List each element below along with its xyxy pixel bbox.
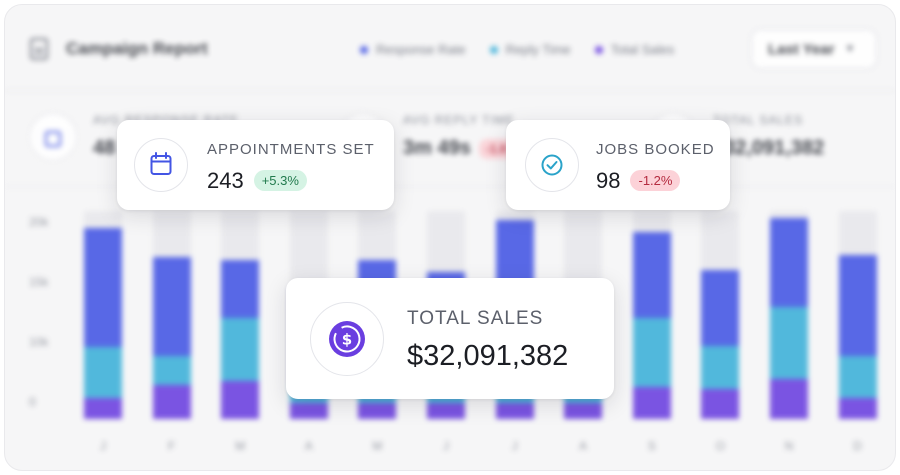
svg-text:$: $ [342, 331, 352, 349]
check-circle-icon [541, 154, 563, 176]
bar-segment [221, 318, 260, 381]
chart-legend: Response Rate Reply Time Total Sales [360, 42, 674, 57]
bar-segment [84, 227, 122, 348]
bar-segment [152, 355, 191, 385]
bar-column[interactable] [84, 211, 122, 419]
legend-dot [360, 45, 368, 54]
bar-segment [632, 386, 671, 419]
legend-label: Reply Time [505, 42, 571, 57]
appointments-value-row: 243 +5.3% [207, 168, 307, 194]
bar-segment [770, 306, 808, 380]
x-tick-label: D [853, 439, 862, 453]
total-sales-card[interactable]: $ Total Sales $32,091,382 [286, 278, 614, 399]
period-select-value: Last Year [768, 40, 835, 58]
bar-segment [358, 403, 397, 419]
appointments-delta-badge: +5.3% [253, 170, 307, 191]
x-tick-label: O [715, 439, 726, 453]
stat-value-text: 3m 49s [403, 137, 471, 159]
legend-item-response-rate[interactable]: Response Rate [360, 42, 466, 57]
period-select[interactable]: Last Year ▼ [751, 29, 877, 69]
bar-segment [632, 318, 671, 387]
x-tick-label: J [100, 439, 106, 453]
blurred-dashboard: Campaign Report Response Rate Reply Time… [5, 5, 895, 470]
bar-segment [84, 347, 122, 399]
x-tick-label: S [647, 439, 656, 453]
stat-value: 48 [93, 137, 116, 159]
stat-value: 3m 49s -1.8 [403, 137, 514, 160]
jobs-label: Jobs Booked [596, 141, 715, 158]
stat-label: Avg Reply Time [403, 113, 515, 127]
bar-column[interactable] [632, 211, 671, 419]
stat-value: $32,091,382 [713, 137, 825, 159]
bar-segment [838, 254, 877, 356]
stat-label: Total Sales [713, 113, 804, 127]
bar-segment [427, 403, 465, 419]
stat-badge: -1.8 [478, 138, 514, 159]
bar-segment [701, 388, 740, 419]
total-sales-label: Total Sales [407, 308, 544, 329]
legend-label: Total Sales [610, 42, 675, 57]
bar-segment [152, 384, 191, 419]
y-tick-label: 10k [29, 335, 49, 349]
bar-segment [770, 218, 808, 307]
chevron-down-icon: ▼ [844, 43, 856, 55]
bar-segment [289, 403, 328, 419]
y-tick-label: 20k [29, 215, 49, 229]
jobs-card[interactable]: Jobs Booked 98 -1.2% [506, 120, 730, 210]
x-tick-label: A [304, 439, 313, 453]
bar-segment [221, 259, 260, 319]
total-sales-value: $32,091,382 [407, 340, 569, 372]
x-tick-label: N [784, 439, 794, 453]
bar-segment [701, 270, 740, 347]
x-tick-label: M [372, 439, 383, 453]
bar-segment [701, 346, 740, 389]
jobs-delta-badge: -1.2% [630, 170, 681, 191]
legend-dot [594, 45, 603, 54]
appointments-card[interactable]: Appointments Set 243 +5.3% [117, 120, 394, 210]
x-tick-label: A [579, 439, 588, 453]
dollar-icon-ring: $ [310, 302, 384, 376]
check-icon-ring [525, 138, 579, 192]
calendar-icon-ring [134, 138, 188, 192]
y-tick-label: 15k [29, 275, 49, 289]
y-tick-label: 0 [29, 395, 36, 409]
x-tick-label: J [511, 439, 518, 453]
x-tick-label: J [443, 439, 449, 453]
jobs-value: 98 [596, 168, 621, 193]
bar-segment [152, 256, 191, 356]
x-tick-label: M [235, 439, 246, 453]
bar-column[interactable] [152, 211, 191, 419]
bar-segment [564, 403, 603, 419]
bar-segment [838, 398, 877, 419]
bar-segment [495, 403, 534, 419]
appointments-value: 243 [207, 168, 244, 193]
jobs-value-row: 98 -1.2% [596, 168, 681, 194]
bar-column[interactable] [221, 211, 260, 419]
calendar-icon [150, 152, 172, 175]
bar-segment [84, 398, 122, 419]
video-icon [29, 113, 77, 161]
bar-column[interactable] [770, 211, 808, 419]
bar-segment [770, 379, 808, 419]
dashboard-background: Campaign Report Response Rate Reply Time… [4, 4, 896, 471]
x-tick-label: F [167, 439, 176, 453]
legend-item-total-sales[interactable]: Total Sales [594, 42, 675, 57]
bar-segment [221, 380, 260, 419]
report-title: Campaign Report [66, 39, 208, 58]
legend-label: Response Rate [376, 42, 466, 57]
legend-item-reply-time[interactable]: Reply Time [489, 42, 571, 57]
dollar-circle-icon: $ [329, 321, 365, 357]
bar-segment [838, 355, 877, 399]
report-header: Campaign Report Response Rate Reply Time… [5, 5, 895, 91]
bar-segment [632, 231, 671, 319]
document-icon [30, 38, 48, 60]
legend-dot [489, 45, 498, 54]
bar-column[interactable] [838, 211, 877, 419]
bar-column[interactable] [701, 211, 740, 419]
appointments-label: Appointments Set [207, 141, 375, 158]
